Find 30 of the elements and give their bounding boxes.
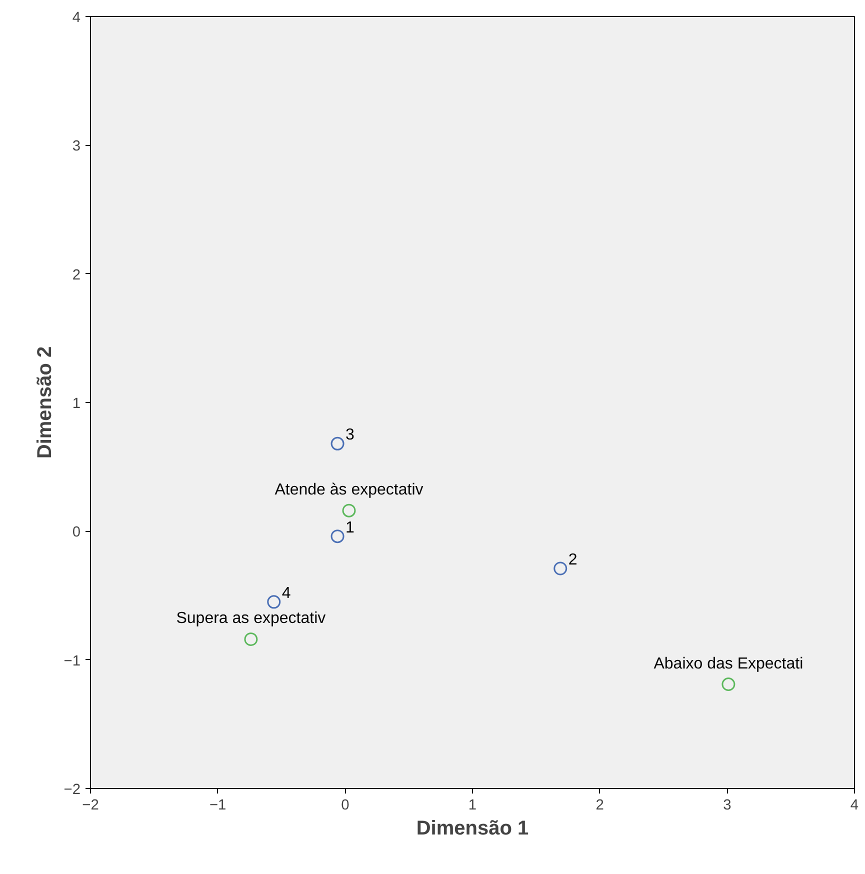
annotation: 3 xyxy=(346,426,355,444)
x-tick-label: 3 xyxy=(723,798,732,814)
y-tick-label: 3 xyxy=(72,138,81,155)
x-tick-label: 0 xyxy=(341,798,350,814)
point xyxy=(267,595,281,609)
x-tick-label: −1 xyxy=(209,798,226,814)
x-tick-label: 1 xyxy=(468,798,477,814)
y-tick-label: 2 xyxy=(72,267,81,284)
y-tick-label: −2 xyxy=(64,782,81,798)
annotation: Supera as expectativ xyxy=(176,610,326,628)
point xyxy=(722,678,736,692)
y-tick-label: 0 xyxy=(72,524,81,541)
point xyxy=(554,562,568,576)
y-tick-label: 4 xyxy=(72,10,81,26)
y-tick-label: 1 xyxy=(72,396,81,412)
y-axis-title: Dimensão 2 xyxy=(34,346,56,459)
point xyxy=(330,436,344,450)
point xyxy=(342,504,356,518)
point xyxy=(330,530,344,544)
x-tick-label: 2 xyxy=(596,798,604,814)
point xyxy=(244,632,258,646)
x-tick-label: −2 xyxy=(82,798,99,814)
y-tick-label: −1 xyxy=(64,653,81,670)
x-axis-title: Dimensão 1 xyxy=(416,818,529,840)
annotation: Abaixo das Expectati xyxy=(654,655,804,672)
x-tick-label: 4 xyxy=(850,798,859,814)
annotation: 4 xyxy=(282,584,291,602)
annotation: 2 xyxy=(568,551,578,568)
annotation: Atende às expectativ xyxy=(274,482,424,499)
annotation: 1 xyxy=(346,519,355,536)
